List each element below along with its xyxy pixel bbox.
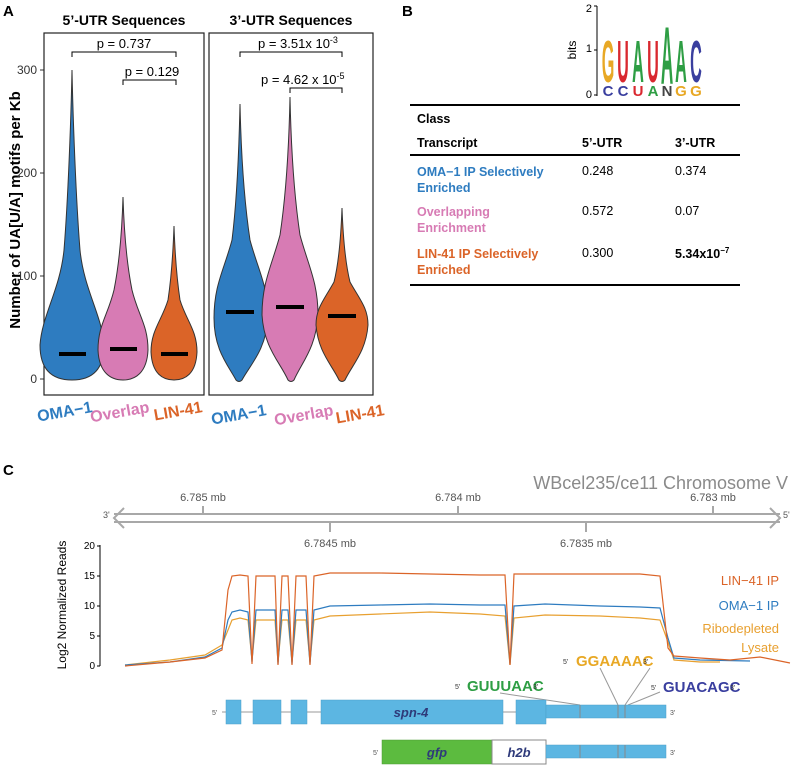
- legend-ribodepleted: Ribodepleted: [702, 621, 779, 636]
- motif-prime: 3': [730, 685, 735, 692]
- track-y-tick: 0: [89, 661, 95, 672]
- violin-5utr-oma1: [39, 69, 105, 381]
- pval-3utr-oma-lin: p = 3.51x 10-3: [258, 35, 338, 51]
- legend-oma1: OMA−1 IP: [719, 598, 779, 613]
- logo-top-6: A: [675, 30, 687, 95]
- motif-1: GUUUAAC: [467, 678, 544, 695]
- label-5utr-overlap: Overlap: [89, 399, 151, 426]
- track-y-label: Log2 Normalized Reads: [55, 541, 69, 670]
- logo-bottom-7: G: [690, 83, 702, 100]
- track-y-tick: 15: [84, 571, 96, 582]
- violin-3utr-lin41: [315, 207, 369, 382]
- trace-lin41: [124, 572, 791, 667]
- genome-track: WBcel235/ce11 Chromosome V 6.785 mb 6.78…: [55, 473, 791, 765]
- violin-5utr-overlap: [97, 196, 149, 381]
- logo-bottom-5: N: [662, 83, 673, 100]
- gene-prime: 3': [670, 710, 675, 717]
- reporter-utr-3: [545, 744, 667, 759]
- logo-tick-0: 0: [586, 89, 592, 101]
- panel-b-label: B: [402, 3, 413, 20]
- pval-5utr-overlap-lin: p = 0.129: [125, 64, 180, 79]
- violin-3utr-oma1: [213, 103, 269, 382]
- table-header-transcript: Transcript: [417, 136, 478, 150]
- logo-top-4: U: [647, 30, 659, 95]
- legend-lin41: LIN−41 IP: [721, 573, 779, 588]
- table-header-5utr: 5’-UTR: [582, 136, 623, 150]
- panel-a-label: A: [3, 3, 14, 20]
- gene-prime: 5': [212, 710, 217, 717]
- track-title: WBcel235/ce11 Chromosome V: [533, 473, 788, 493]
- pval-3utr-overlap-lin: p = 4.62 x 10-5: [261, 71, 345, 87]
- panel-3utr-frame: [208, 32, 374, 396]
- motif-prime: 5': [651, 685, 656, 692]
- label-5utr-lin41: LIN-41: [153, 399, 204, 424]
- ruler-tick: 6.783 mb: [690, 492, 736, 504]
- exon: [515, 699, 547, 725]
- motif-prime: 3': [533, 684, 538, 691]
- title-5utr: 5’-UTR Sequences: [63, 12, 186, 28]
- pval-5utr-oma-lin: p = 0.737: [97, 36, 152, 51]
- label-3utr-overlap: Overlap: [273, 402, 335, 429]
- logo-y-label: bits: [565, 41, 579, 60]
- ruler-tick: 6.784 mb: [435, 492, 481, 504]
- reporter-prime: 5': [373, 750, 378, 757]
- logo-top-5: A: [661, 11, 673, 102]
- exon: [290, 699, 308, 725]
- motif-prime: 3': [643, 659, 648, 666]
- logo-tick-1: 1: [586, 43, 592, 55]
- logo-top-2: U: [617, 30, 629, 95]
- title-3utr: 3’-UTR Sequences: [230, 12, 353, 28]
- logo-bottom-1: C: [603, 83, 614, 100]
- motif-3: GUACAGC: [663, 679, 741, 696]
- ruler-tick: 6.7845 mb: [304, 538, 356, 550]
- violin-y-axis-label: Number of UA[U/A] motifs per Kb: [7, 91, 24, 329]
- label-3utr-lin41: LIN-41: [335, 402, 386, 427]
- logo-bottom-3: U: [633, 83, 644, 100]
- label-3utr-oma1: OMA−1: [210, 402, 268, 428]
- motif-2: GGAAAAC: [576, 653, 654, 670]
- exon: [252, 699, 282, 725]
- violin-3utr-overlap: [261, 96, 319, 382]
- logo-top-1: G: [602, 30, 615, 95]
- exon: [225, 699, 242, 725]
- track-y-tick: 5: [89, 631, 95, 642]
- exon: [320, 699, 504, 725]
- reporter-prime: 3': [670, 750, 675, 757]
- sequence-logo: bits 0 1 2 G U A U A A C C C U A N G G: [565, 3, 702, 102]
- y-tick-200: 200: [17, 166, 37, 180]
- motif-prime: 5': [563, 659, 568, 666]
- gfp-box: [381, 739, 493, 765]
- gfp-label: gfp: [426, 745, 447, 760]
- utr-3: [545, 704, 667, 719]
- trace-oma1: [124, 603, 751, 666]
- logo-top-7: C: [690, 30, 702, 95]
- label-5utr-oma1: OMA−1: [36, 399, 94, 425]
- legend-lysate: Lysate: [741, 640, 779, 655]
- ruler-tick: 6.7835 mb: [560, 538, 612, 550]
- ruler-prime: 5': [783, 510, 790, 520]
- ruler-prime: 3': [103, 510, 110, 520]
- logo-bottom-6: G: [675, 83, 687, 100]
- logo-bottom-2: C: [618, 83, 629, 100]
- y-tick-0: 0: [30, 372, 37, 386]
- logo-tick-2: 2: [586, 3, 592, 15]
- track-y-tick: 20: [84, 541, 96, 552]
- violin-5utr-lin41: [150, 225, 198, 381]
- y-tick-300: 300: [17, 63, 37, 77]
- motif-prime: 5': [455, 684, 460, 691]
- table-class-label: Class: [417, 112, 451, 126]
- panel-c-label: C: [3, 462, 14, 479]
- table-header-3utr: 3’-UTR: [675, 136, 716, 150]
- violin-chart: Number of UA[U/A] motifs per Kb 0 100 20…: [7, 12, 386, 429]
- h2b-label: h2b: [507, 745, 530, 760]
- y-tick-100: 100: [17, 269, 37, 283]
- gene-name: spn-4: [394, 705, 429, 720]
- panel-5utr-frame: [43, 32, 205, 396]
- ruler-tick: 6.785 mb: [180, 492, 226, 504]
- track-y-tick: 10: [84, 601, 96, 612]
- logo-bottom-4: A: [648, 83, 659, 100]
- logo-top-3: A: [632, 30, 644, 95]
